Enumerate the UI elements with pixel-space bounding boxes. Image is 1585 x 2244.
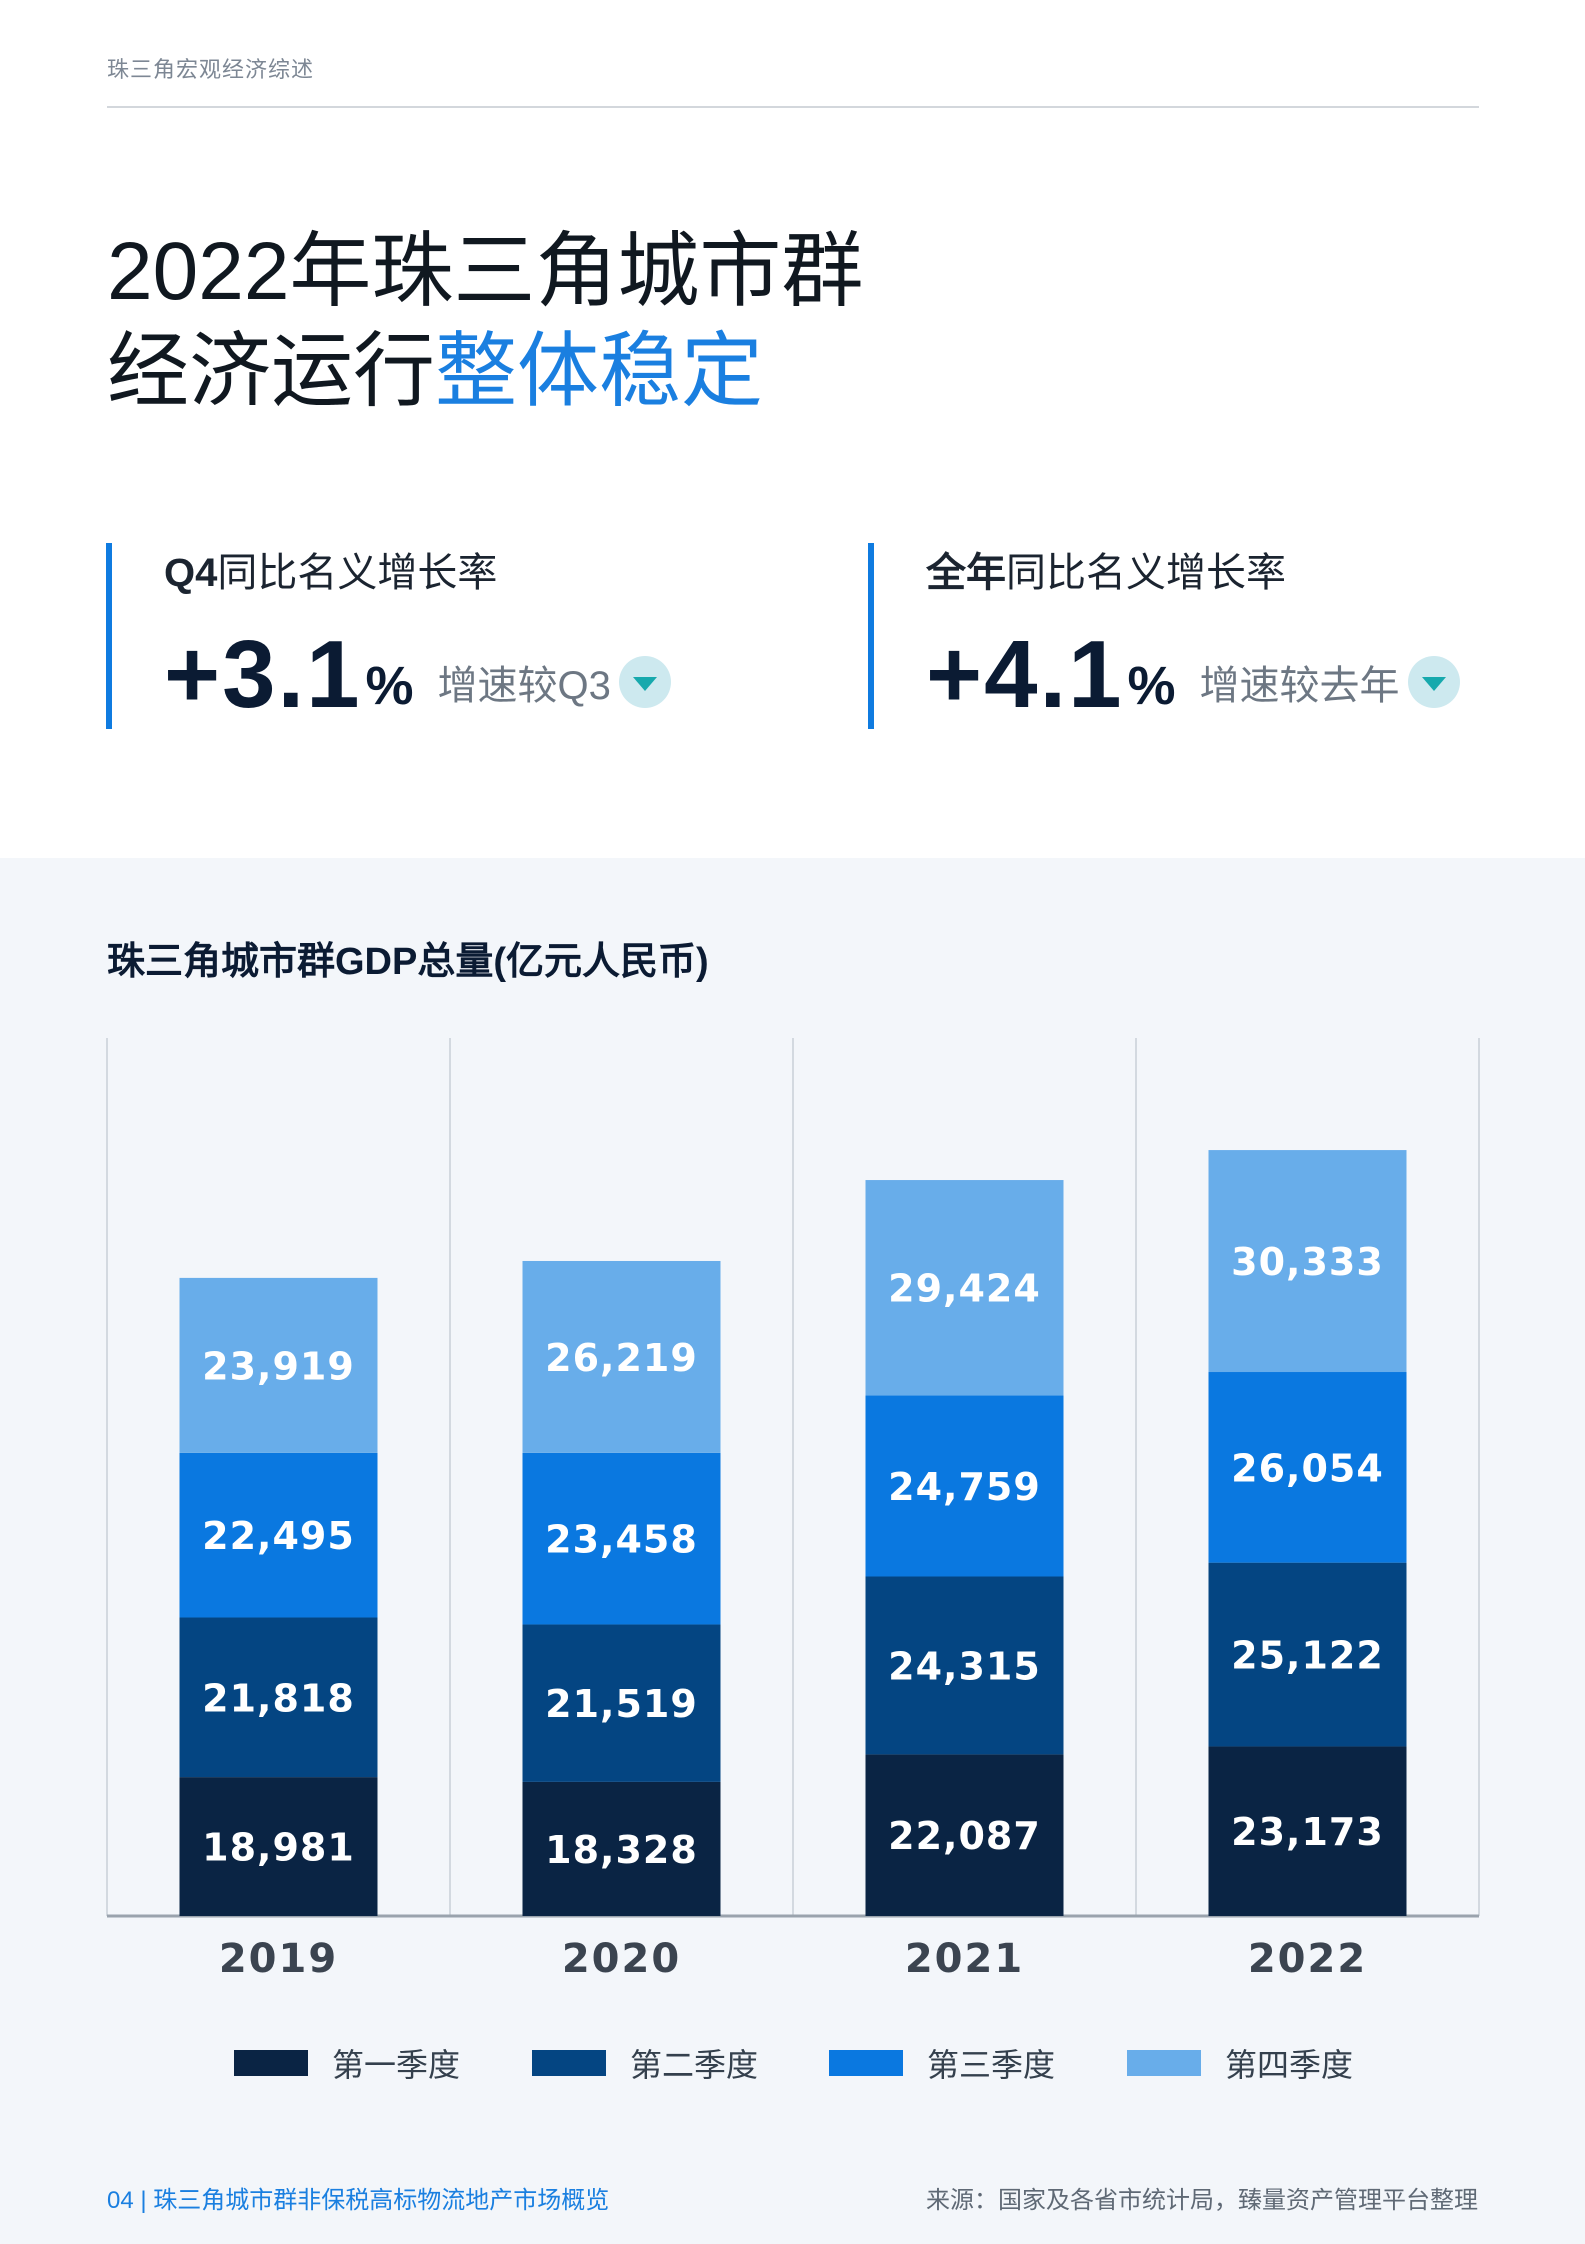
data-label-2021-q1: 22,087 [888,1814,1041,1858]
footer-page-number: 04 [107,2187,134,2214]
bar-segment-2022-q3 [1208,1372,1407,1563]
data-label-2022-q2: 25,122 [1231,1634,1384,1678]
title-line-1: 2022年珠三角城市群 [107,226,864,317]
data-label-2020-q2: 21,519 [545,1682,698,1726]
down-triangle-icon [1407,656,1460,708]
bar-segment-2020-q2 [522,1624,721,1782]
data-label-2022-q1: 23,173 [1231,1810,1384,1854]
kpi-value-row: +3.1 % 增速较Q3 [164,625,726,725]
kpi-unit: % [365,656,414,716]
kpi-label-strong: Q4 [164,551,218,595]
kpi-value: +3.1 [164,621,362,728]
kpi-label: 全年同比名义增长率 [926,543,1488,603]
legend-label: 第一季度 [332,2047,461,2083]
bar-segment-2019-q2 [179,1617,378,1778]
kpi-q4-growth: Q4同比名义增长率 +3.1 % 增速较Q3 [106,543,726,729]
kpi-value-row: +4.1 % 增速较去年 [926,625,1488,725]
legend-item-q3: 第三季度 [829,2040,1055,2086]
down-triangle-icon [618,656,671,708]
title-line-2-accent: 整体稳定 [435,326,764,417]
data-label-2022-q3: 26,054 [1231,1446,1384,1490]
bar-segment-2020-q4 [522,1260,721,1453]
legend-item-q1: 第一季度 [234,2040,460,2086]
data-label-2020-q4: 26,219 [545,1336,698,1380]
footer-separator: | [140,2187,147,2214]
kpi-label-rest: 同比名义增长率 [1006,551,1286,595]
bar-segment-2019-q4 [179,1277,378,1453]
data-label-2019-q4: 23,919 [202,1344,355,1388]
bar-segment-2021-q4 [865,1180,1064,1396]
bar-segment-2022-q4 [1208,1150,1407,1373]
legend-swatch [829,2050,903,2076]
bar-segment-2022-q2 [1208,1562,1407,1747]
legend-item-q2: 第二季度 [532,2040,758,2086]
x-tick-label-2022: 2022 [1248,1936,1367,1982]
kpi-label-rest: 同比名义增长率 [217,551,498,595]
kpi-note: 增速较Q3 [437,664,611,708]
kpi-label: Q4同比名义增长率 [164,543,726,603]
data-label-2021-q3: 24,759 [888,1465,1041,1509]
chart-legend: 第一季度 第二季度 第三季度 第四季度 [0,2040,1585,2090]
x-tick-label-2020: 2020 [562,1936,681,1982]
title-line-2-plain: 经济运行 [107,326,436,417]
kpi-label-strong: 全年 [926,551,1006,595]
legend-item-q4: 第四季度 [1127,2040,1353,2086]
data-label-2020-q1: 18,328 [545,1828,698,1872]
kpi-note: 增速较去年 [1199,664,1400,708]
footer-report-title: 04 | 珠三角城市群非保税高标物流地产市场概览 [107,2180,609,2215]
data-label-2021-q4: 29,424 [888,1267,1041,1311]
footer-source: 来源：国家及各省市统计局，臻量资产管理平台整理 [926,2187,1478,2214]
bar-segment-2020-q3 [522,1452,721,1625]
data-label-2019-q1: 18,981 [202,1826,355,1870]
legend-label: 第三季度 [927,2047,1056,2083]
bar-segment-2019-q3 [179,1452,378,1618]
section-label: 珠三角宏观经济综述 [107,57,315,82]
legend-label: 第二季度 [630,2047,759,2083]
data-label-2021-q2: 24,315 [888,1644,1041,1688]
bar-segment-2021-q1 [865,1754,1064,1916]
legend-swatch [1127,2050,1201,2076]
legend-swatch [532,2050,606,2076]
header-divider [107,106,1479,108]
page-title: 2022年珠三角城市群 经济运行整体稳定 [107,222,863,422]
data-label-2019-q2: 21,818 [202,1676,355,1720]
legend-swatch [234,2050,308,2076]
bar-segment-2019-q1 [179,1777,378,1916]
kpi-annual-growth: 全年同比名义增长率 +4.1 % 增速较去年 [868,543,1488,729]
data-label-2019-q3: 22,495 [202,1514,355,1558]
bar-segment-2020-q1 [522,1781,721,1916]
bar-segment-2021-q2 [865,1576,1064,1755]
title-line-2: 经济运行整体稳定 [107,322,863,422]
bar-segment-2021-q3 [865,1395,1064,1577]
legend-label: 第四季度 [1225,2047,1354,2083]
footer-report-name: 珠三角城市群非保税高标物流地产市场概览 [153,2187,610,2214]
kpi-unit: % [1127,656,1176,716]
kpi-value: +4.1 [926,621,1124,728]
bar-segment-2022-q1 [1208,1746,1407,1916]
data-label-2020-q3: 23,458 [545,1518,698,1562]
x-tick-label-2021: 2021 [905,1936,1024,1982]
data-label-2022-q4: 30,333 [1231,1240,1384,1284]
chart-title: 珠三角城市群GDP总量(亿元人民币) [107,941,709,983]
x-tick-label-2019: 2019 [219,1936,338,1982]
